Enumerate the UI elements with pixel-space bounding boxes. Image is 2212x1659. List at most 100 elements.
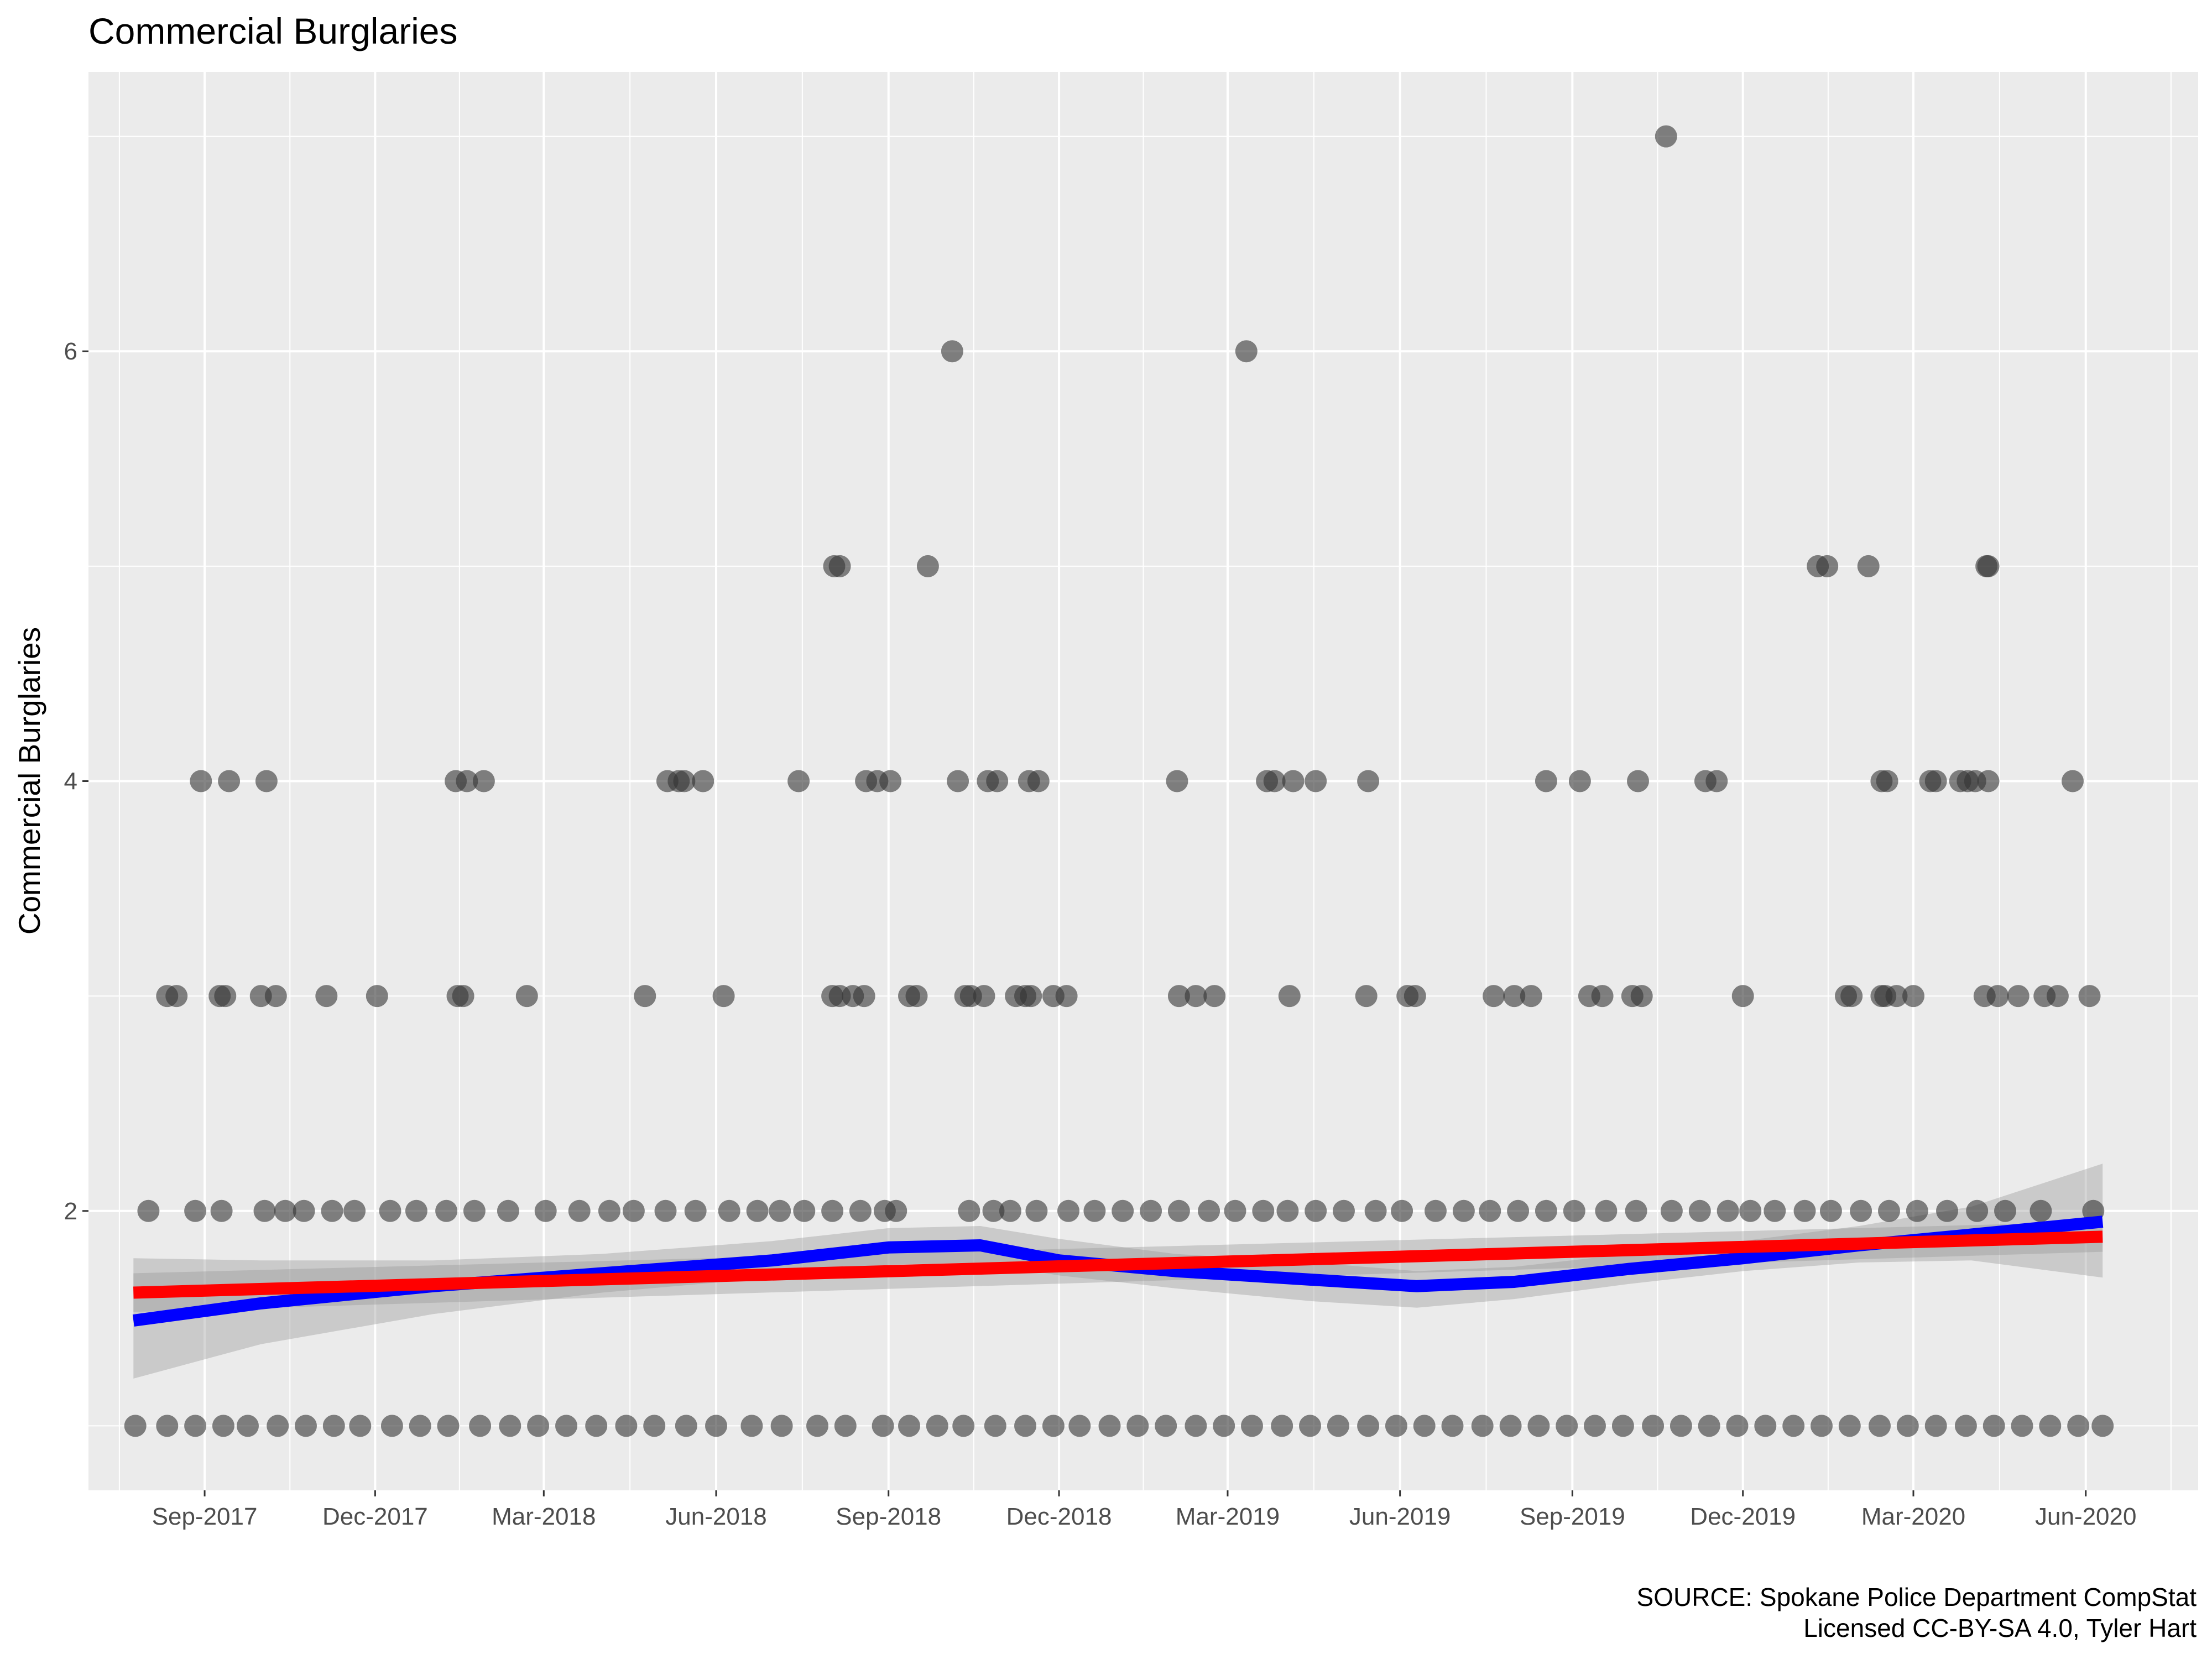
data-point (654, 1199, 677, 1222)
data-point (872, 1415, 894, 1437)
data-point (1977, 555, 2000, 577)
x-tick-label: Dec-2018 (1006, 1503, 1112, 1530)
data-point (1977, 770, 2000, 792)
y-tick-label: 2 (64, 1198, 77, 1225)
data-point (1357, 770, 1380, 792)
data-point (437, 1415, 460, 1437)
data-point (1027, 770, 1050, 792)
data-point (916, 555, 939, 577)
data-point (1670, 1415, 1692, 1437)
data-point (712, 985, 735, 1008)
data-point (1025, 1199, 1048, 1222)
data-point (555, 1415, 577, 1437)
data-point (828, 555, 851, 577)
data-point (1305, 1199, 1327, 1222)
data-point (366, 985, 388, 1008)
data-point (834, 1415, 857, 1437)
data-point (999, 1199, 1021, 1222)
x-tick-label: Jun-2019 (1349, 1503, 1451, 1530)
data-point (293, 1199, 315, 1222)
data-point (2030, 1199, 2052, 1222)
data-point (212, 1415, 234, 1437)
data-point (684, 1199, 707, 1222)
data-point (463, 1199, 486, 1222)
data-point (1241, 1415, 1263, 1437)
data-point (1385, 1415, 1407, 1437)
data-point (349, 1415, 372, 1437)
x-tick-label: Jun-2020 (2035, 1503, 2136, 1530)
data-point (499, 1415, 521, 1437)
data-point (1083, 1199, 1106, 1222)
data-point (2039, 1415, 2062, 1437)
data-point (1213, 1415, 1235, 1437)
data-point (1425, 1199, 1447, 1222)
x-tick-label: Dec-2017 (322, 1503, 428, 1530)
data-point (1906, 1199, 1928, 1222)
data-point (1782, 1415, 1805, 1437)
data-point (1278, 985, 1301, 1008)
data-point (2062, 770, 2084, 792)
data-point (1282, 770, 1305, 792)
data-points (124, 125, 2114, 1437)
data-point (1986, 985, 2009, 1008)
data-point (1020, 985, 1042, 1008)
data-point (380, 1415, 403, 1437)
data-point (746, 1199, 769, 1222)
data-point (527, 1415, 550, 1437)
data-point (849, 1199, 872, 1222)
data-point (1507, 1199, 1530, 1222)
data-point (1591, 985, 1614, 1008)
data-point (1625, 1199, 1647, 1222)
data-point (137, 1199, 160, 1222)
data-point (1642, 1415, 1665, 1437)
data-point (770, 1415, 793, 1437)
data-point (1556, 1415, 1578, 1437)
data-point (692, 770, 714, 792)
data-point (821, 1199, 844, 1222)
x-tick-label: Sep-2018 (836, 1503, 941, 1530)
data-point (1535, 770, 1557, 792)
data-point (1924, 770, 1947, 792)
data-point (1224, 1199, 1246, 1222)
data-point (1838, 1415, 1861, 1437)
data-point (941, 340, 963, 363)
data-point (1936, 1199, 1958, 1222)
data-point (787, 770, 810, 792)
y-tick-label: 4 (64, 768, 77, 795)
data-point (598, 1199, 620, 1222)
caption: SOURCE: Spokane Police Department CompSt… (1637, 1582, 2197, 1644)
data-point (295, 1415, 317, 1437)
data-point (1413, 1415, 1436, 1437)
data-point (1876, 770, 1898, 792)
x-axis: Sep-2017 Dec-2017 Mar-2018 Jun-2018 Sep-2018… (152, 1490, 2136, 1530)
data-point (156, 1415, 179, 1437)
data-point (898, 1415, 920, 1437)
data-point (165, 985, 188, 1008)
data-point (237, 1415, 259, 1437)
data-point (321, 1199, 343, 1222)
data-point (1271, 1415, 1293, 1437)
trend-line-linear (133, 1230, 2103, 1299)
data-point (1595, 1199, 1618, 1222)
data-point (2007, 985, 2030, 1008)
data-point (973, 985, 995, 1008)
data-point (1471, 1415, 1494, 1437)
x-tick-label: Mar-2020 (1861, 1503, 1965, 1530)
data-point (315, 985, 338, 1008)
data-point (1902, 985, 1924, 1008)
data-point (622, 1199, 645, 1222)
data-point (1850, 1199, 1872, 1222)
data-point (1503, 985, 1526, 1008)
data-point (1057, 1199, 1079, 1222)
data-point (1630, 985, 1653, 1008)
data-point (1840, 985, 1863, 1008)
data-point (1660, 1199, 1683, 1222)
data-point (1483, 985, 1505, 1008)
data-point (1068, 1415, 1091, 1437)
data-point (264, 985, 287, 1008)
data-point (1185, 1415, 1207, 1437)
data-point (409, 1415, 431, 1437)
data-point (190, 770, 212, 792)
data-point (1499, 1415, 1522, 1437)
